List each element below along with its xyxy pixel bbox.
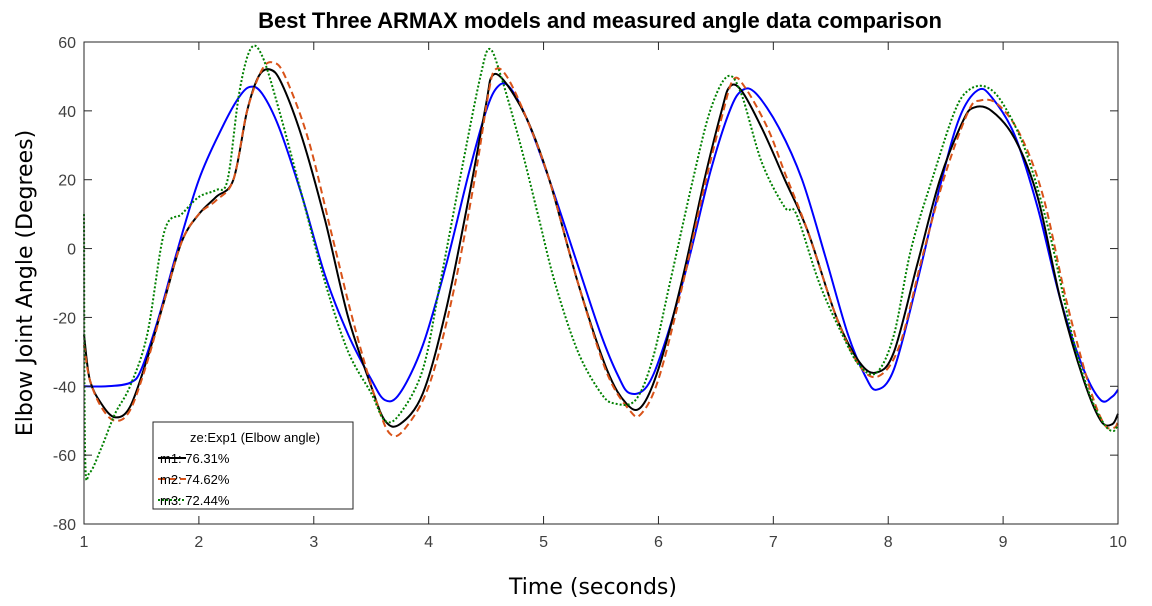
y-tick-label: -60 xyxy=(53,448,76,465)
y-tick-label: -80 xyxy=(53,517,76,534)
y-tick-label: 40 xyxy=(58,104,76,121)
x-tick-label: 4 xyxy=(424,534,433,551)
x-tick-label: 6 xyxy=(654,534,663,551)
x-tick-label: 7 xyxy=(769,534,778,551)
x-tick-label: 3 xyxy=(309,534,318,551)
legend-label: m2: 74.62% xyxy=(160,472,230,487)
x-tick-label: 1 xyxy=(80,534,89,551)
series-line-3 xyxy=(83,61,1119,438)
series-line-1 xyxy=(83,82,1119,403)
y-axis: -80 -60 -40 -20 0 20 40 60 xyxy=(53,35,1118,534)
x-tick-label: 10 xyxy=(1109,534,1127,551)
legend-box xyxy=(152,421,354,510)
x-axis: 1 2 3 4 5 6 7 8 9 10 xyxy=(80,42,1127,551)
x-tick-label: 9 xyxy=(999,534,1008,551)
chart-title: Best Three ARMAX models and measured ang… xyxy=(258,8,942,33)
y-tick-label: 0 xyxy=(67,242,76,259)
legend-label: m3: 72.44% xyxy=(160,493,230,508)
x-tick-label: 2 xyxy=(194,534,203,551)
x-tick-label: 8 xyxy=(884,534,893,551)
y-tick-label: 20 xyxy=(58,173,76,190)
x-tick-label: 5 xyxy=(539,534,548,551)
y-axis-label: Elbow Joint Angle (Degrees) xyxy=(13,130,38,436)
plot-frame xyxy=(83,41,1119,525)
x-axis-label: Time (seconds) xyxy=(508,575,677,600)
series-line-4 xyxy=(83,44,1119,482)
legend: ze:Exp1 (Elbow angle) m1: 76.31% m2: 74.62… xyxy=(152,421,354,510)
y-tick-label: -20 xyxy=(53,310,76,327)
y-tick-label: 60 xyxy=(58,35,76,52)
legend-label: m1: 76.31% xyxy=(160,451,230,466)
series-layer xyxy=(83,44,1119,482)
legend-label: ze:Exp1 (Elbow angle) xyxy=(190,430,320,445)
y-tick-label: -40 xyxy=(53,379,76,396)
